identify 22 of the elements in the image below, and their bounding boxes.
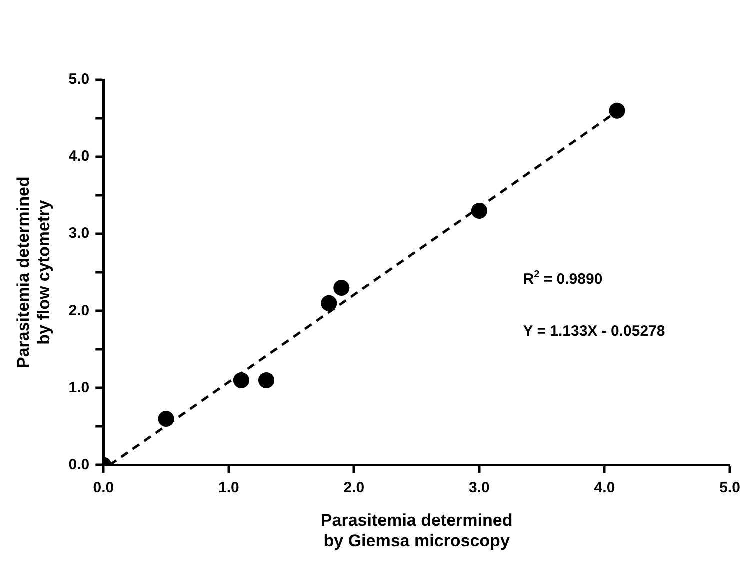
y-tick-label: 4.0 [68, 148, 90, 166]
point [158, 410, 174, 427]
x-tick-label: 2.0 [344, 479, 365, 496]
y-tick-label: 2.0 [68, 302, 90, 320]
point [258, 372, 275, 388]
y-axis-title: Parasitemia determined by flow cytometry [14, 176, 54, 369]
x-tick-label: 4.0 [594, 479, 616, 496]
point [321, 295, 338, 312]
x-tick-label: 5.0 [720, 479, 740, 496]
x-tick-label: 3.0 [469, 479, 490, 496]
point [233, 372, 250, 388]
y-tick-label: 3.0 [68, 225, 90, 242]
x-tick-label: 0.0 [93, 479, 114, 496]
y-tick-label: 0.0 [68, 456, 90, 474]
point [334, 280, 350, 296]
y-tick-label: 5.0 [68, 71, 90, 88]
x-tick-label: 1.0 [218, 479, 240, 496]
x-axis-title: Parasitemia determined by Giemsa microscopy [320, 511, 513, 550]
point [609, 102, 626, 119]
point [471, 202, 488, 219]
y-tick-label: 1.0 [68, 379, 90, 396]
annotation: Y = 1.133X - 0.05278 [523, 323, 666, 340]
